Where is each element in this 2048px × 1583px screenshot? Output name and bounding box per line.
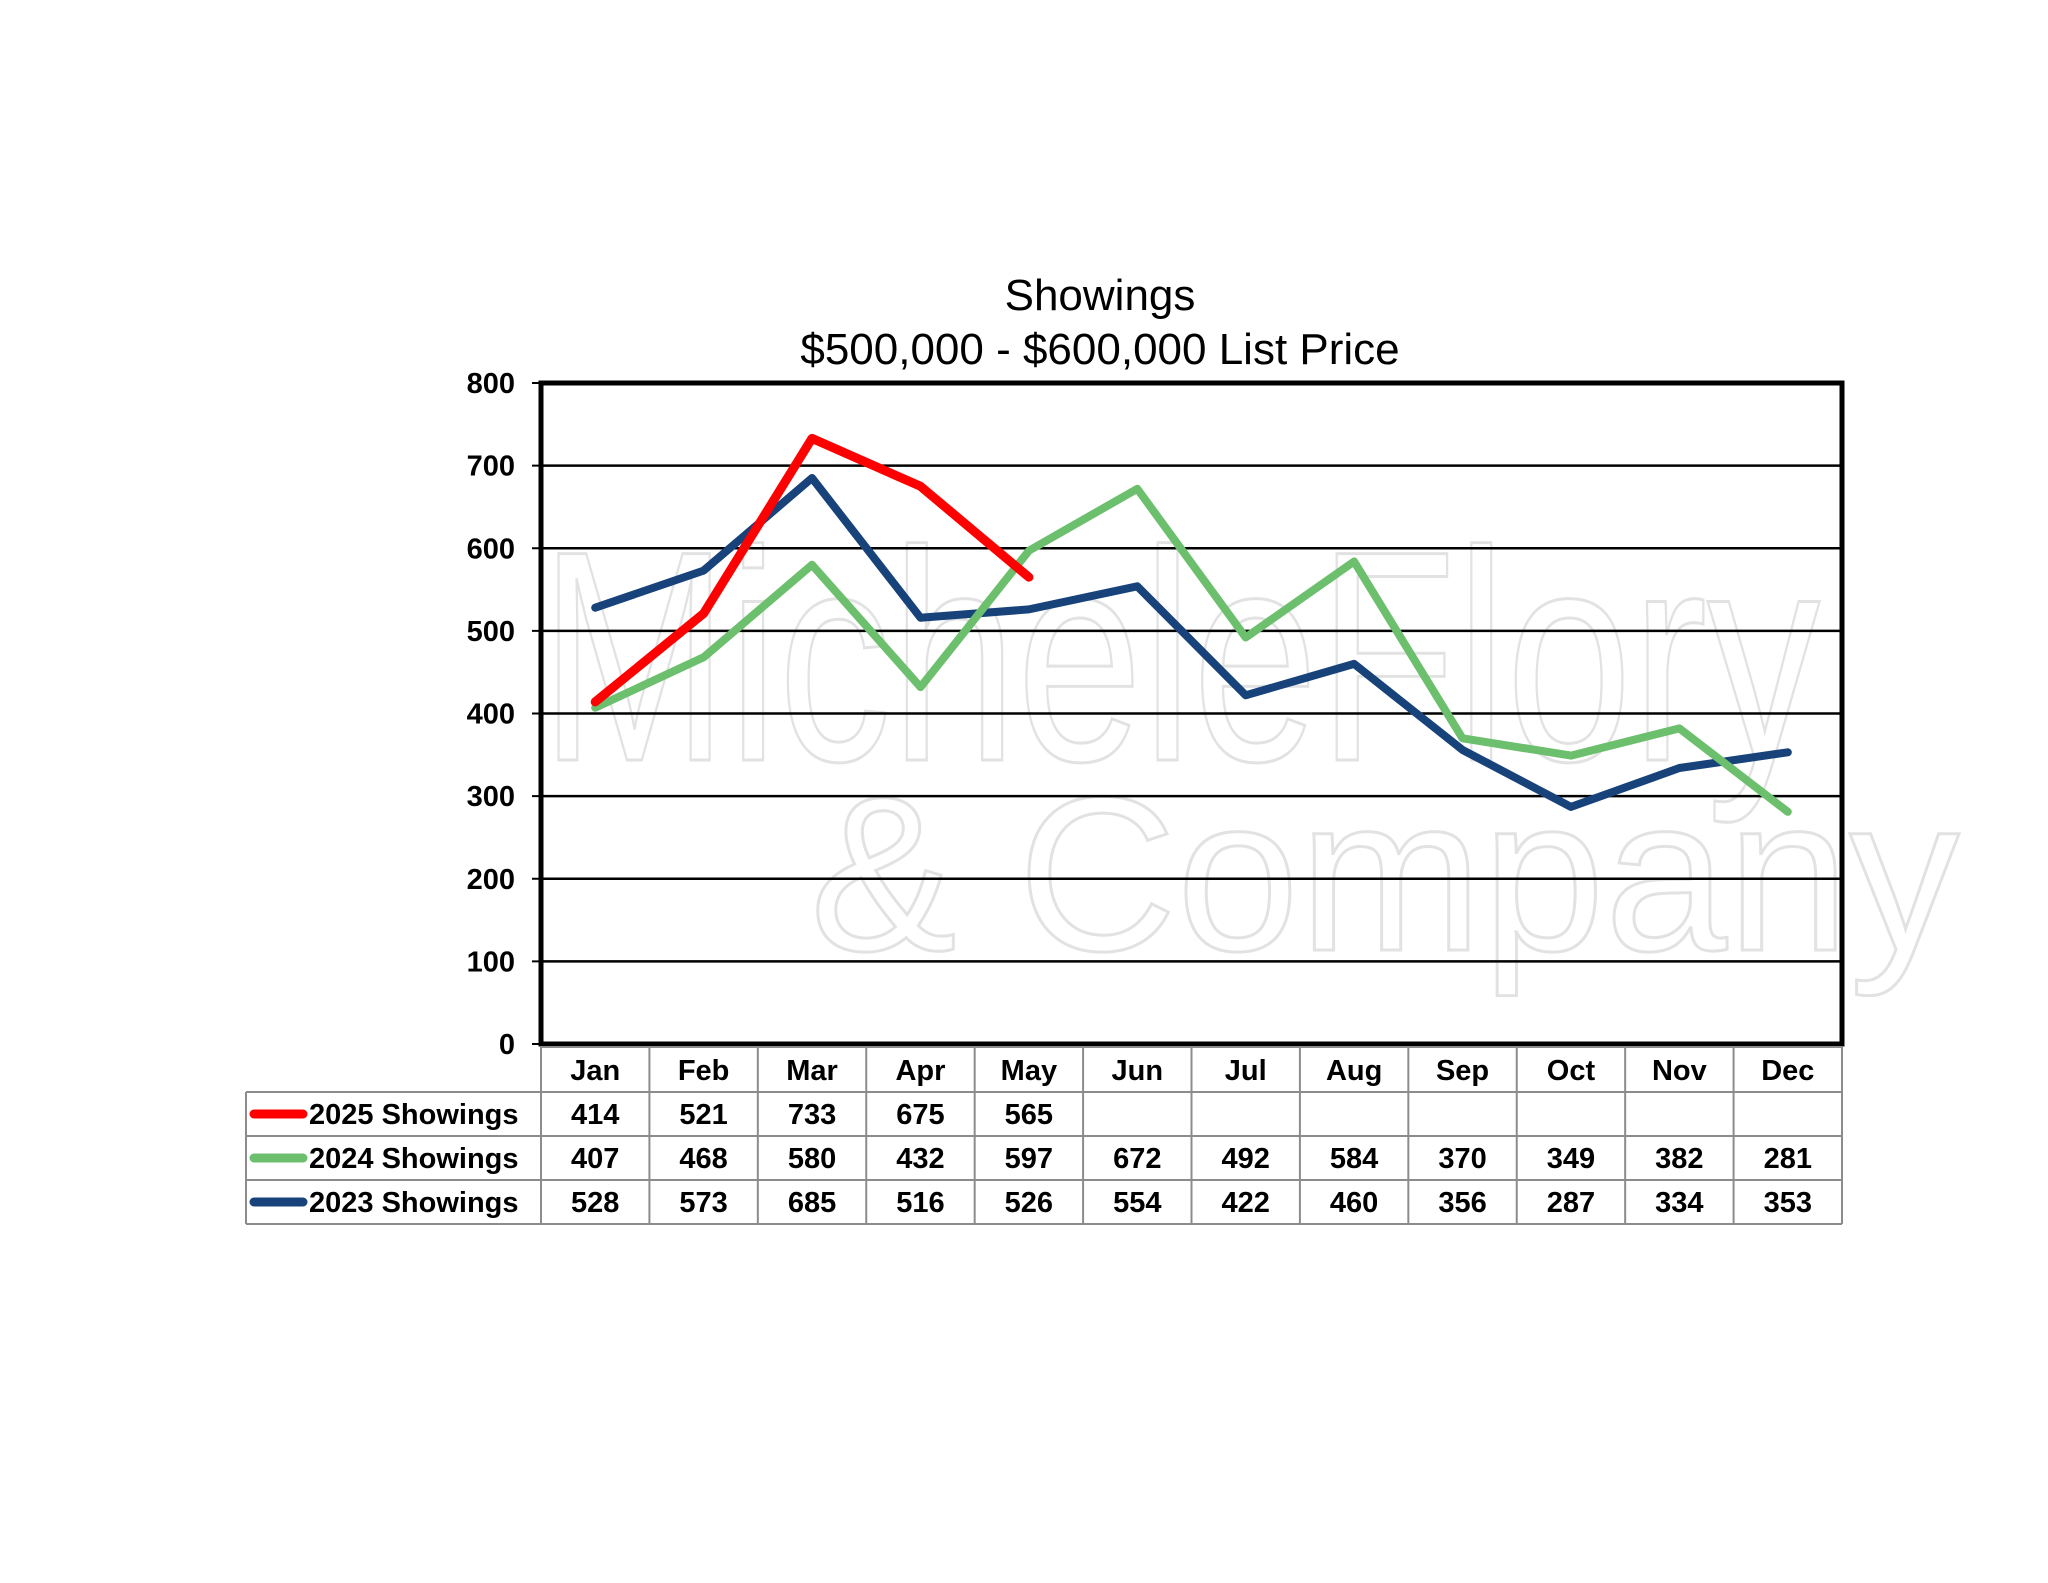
gridlines — [541, 464, 1842, 963]
data-label: 287 — [1547, 1187, 1595, 1219]
series-line-2023 — [591, 474, 1792, 811]
data-label: 584 — [1330, 1143, 1378, 1175]
watermark: MicheleFlory & Company — [539, 487, 1961, 999]
data-label: 382 — [1655, 1143, 1703, 1175]
data-label: 733 — [788, 1099, 836, 1131]
x-tick-label: Oct — [1547, 1055, 1596, 1087]
x-tick-label: Jul — [1225, 1055, 1267, 1087]
x-tick-label: Jan — [570, 1055, 620, 1087]
y-tick-label: 400 — [467, 699, 515, 731]
data-label: 281 — [1764, 1143, 1812, 1175]
data-label: 672 — [1113, 1143, 1161, 1175]
data-label: 407 — [571, 1143, 619, 1175]
watermark-line2: & Company — [810, 751, 1959, 997]
data-label: 334 — [1655, 1187, 1703, 1219]
data-label: 432 — [896, 1143, 944, 1175]
data-label: 565 — [1005, 1099, 1053, 1131]
data-label: 597 — [1005, 1143, 1053, 1175]
data-label: 516 — [896, 1187, 944, 1219]
data-table: Jan Feb Mar Apr May Jun Jul Aug Sep Oct Nov Dec 2025… — [245, 1046, 1843, 1225]
legend-label: 2023 Showings — [309, 1187, 519, 1219]
y-tick-label: 0 — [499, 1029, 515, 1061]
x-tick-label: Aug — [1326, 1055, 1382, 1087]
x-tick-label: Jun — [1112, 1055, 1164, 1087]
data-label: 468 — [679, 1143, 727, 1175]
y-axis: 0 100 200 300 400 500 600 700 800 — [467, 368, 541, 1061]
y-tick-label: 300 — [467, 781, 515, 813]
data-label: 370 — [1438, 1143, 1486, 1175]
x-tick-label: May — [1001, 1055, 1057, 1087]
series-line-2024 — [591, 484, 1792, 816]
x-tick-label: Apr — [895, 1055, 945, 1087]
x-tick-label: Feb — [678, 1055, 730, 1087]
y-tick-label: 700 — [467, 451, 515, 483]
y-tick-label: 200 — [467, 864, 515, 896]
x-tick-label: Mar — [786, 1055, 838, 1087]
series-lines — [590, 433, 1792, 816]
plot-area-border — [538, 380, 1845, 1047]
series-line-2025 — [590, 433, 1034, 707]
chart-subtitle: $500,000 - $600,000 List Price — [800, 325, 1399, 374]
y-tick-label: 100 — [467, 946, 515, 978]
x-tick-label: Sep — [1436, 1055, 1489, 1087]
x-tick-label: Nov — [1652, 1055, 1707, 1087]
data-label: 526 — [1005, 1187, 1053, 1219]
data-label: 528 — [571, 1187, 619, 1219]
legend-label: 2024 Showings — [309, 1143, 519, 1175]
data-label: 675 — [896, 1099, 944, 1131]
x-tick-label: Dec — [1761, 1055, 1814, 1087]
y-tick-label: 500 — [467, 616, 515, 648]
data-label: 414 — [571, 1099, 619, 1131]
legend-label: 2025 Showings — [309, 1099, 519, 1131]
data-label: 356 — [1438, 1187, 1486, 1219]
data-label: 422 — [1222, 1187, 1270, 1219]
data-label: 353 — [1764, 1187, 1812, 1219]
data-label: 685 — [788, 1187, 836, 1219]
y-tick-label: 600 — [467, 533, 515, 565]
data-label: 349 — [1547, 1143, 1595, 1175]
data-label: 554 — [1113, 1187, 1161, 1219]
data-label: 573 — [679, 1187, 727, 1219]
data-label: 521 — [679, 1099, 727, 1131]
data-label: 492 — [1222, 1143, 1270, 1175]
data-label: 460 — [1330, 1187, 1378, 1219]
data-label: 580 — [788, 1143, 836, 1175]
y-tick-label: 800 — [467, 368, 515, 400]
chart-title: Showings — [1005, 271, 1196, 320]
